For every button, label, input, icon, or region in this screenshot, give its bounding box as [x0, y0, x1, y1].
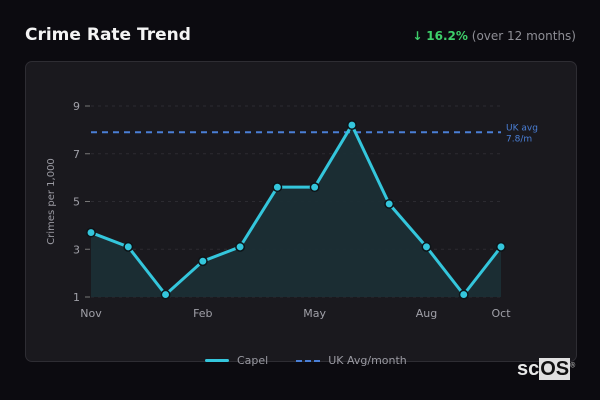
capel-line	[90, 123, 503, 297]
avg-annotation: UK avg	[506, 123, 538, 133]
area-fill	[91, 125, 501, 297]
data-point[interactable]	[346, 120, 357, 131]
x-tick-label: Nov	[80, 307, 102, 320]
page-title: Crime Rate Trend	[25, 25, 191, 45]
y-tick-label: 3	[73, 243, 80, 256]
data-point[interactable]	[160, 289, 171, 300]
legend-dashed-line-icon	[296, 359, 321, 362]
data-point[interactable]	[197, 256, 208, 267]
y-tick-label: 5	[73, 196, 80, 209]
data-point[interactable]	[86, 227, 96, 238]
x-tick-label: May	[303, 307, 326, 320]
x-tick-label: Oct	[491, 307, 511, 320]
data-point[interactable]	[458, 289, 469, 300]
trend-value: 16.2%	[426, 29, 468, 43]
chart-legend: Capel UK Avg/month	[205, 354, 427, 367]
y-tick-label: 1	[73, 291, 80, 304]
legend-label: Capel	[237, 354, 269, 367]
legend-item-capel[interactable]: Capel	[205, 354, 268, 367]
y-tick-label: 7	[73, 148, 80, 161]
data-point[interactable]	[421, 241, 432, 252]
trend-arrow-icon: ↓	[412, 29, 423, 43]
legend-item-uk-avg[interactable]: UK Avg/month	[296, 354, 407, 367]
data-point[interactable]	[496, 241, 506, 252]
trend-summary: ↓ 16.2% (over 12 months)	[412, 29, 576, 43]
scos-logo: scOS®	[517, 358, 576, 380]
data-point[interactable]	[272, 182, 283, 193]
x-tick-label: Aug	[416, 307, 437, 320]
y-tick-label: 9	[73, 100, 80, 113]
x-tick-label: Feb	[193, 307, 212, 320]
legend-solid-line-icon	[205, 359, 229, 362]
data-point[interactable]	[384, 198, 395, 209]
trend-note: (over 12 months)	[471, 29, 576, 43]
data-point[interactable]	[123, 241, 134, 252]
data-point[interactable]	[235, 241, 246, 252]
y-axis-label: Crimes per 1,000	[46, 158, 57, 245]
data-point[interactable]	[309, 182, 320, 193]
avg-annotation: 7.8/m	[506, 134, 532, 144]
legend-label: UK Avg/month	[328, 354, 407, 367]
